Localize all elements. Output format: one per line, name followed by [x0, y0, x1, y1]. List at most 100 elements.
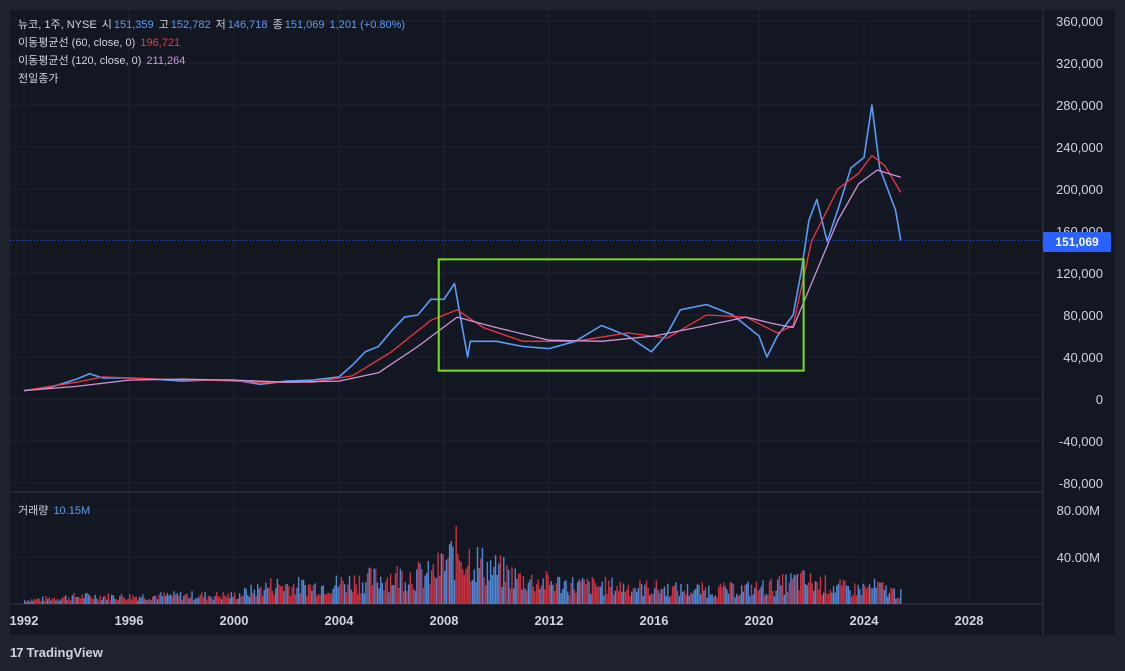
- volume-bar: [777, 579, 779, 604]
- volume-bar: [99, 595, 101, 604]
- volume-bar: [384, 581, 387, 604]
- volume-bar: [489, 560, 492, 604]
- volume-bar: [540, 585, 543, 604]
- volume-bar: [837, 583, 840, 604]
- ma120-legend[interactable]: 이동평균선 (120, close, 0) 211,264: [18, 52, 187, 68]
- volume-bar: [519, 572, 521, 604]
- volume-bar: [740, 585, 743, 604]
- volume-bar: [655, 580, 658, 604]
- volume-bar: [532, 586, 534, 604]
- volume-bar: [45, 596, 47, 604]
- volume-bar: [745, 583, 748, 604]
- gridlines: [10, 10, 1043, 604]
- volume-bar: [412, 588, 415, 604]
- volume-bar: [873, 578, 876, 604]
- volume-bar: [440, 553, 443, 604]
- volume-bar: [821, 595, 823, 604]
- volume-bar: [302, 579, 305, 604]
- volume-bar: [138, 596, 141, 604]
- volume-bar: [621, 591, 623, 604]
- close-value: 151,069: [284, 19, 325, 31]
- volume-bar: [66, 599, 69, 604]
- volume-bar: [673, 585, 676, 604]
- volume-bar: [396, 566, 398, 604]
- volume-bar: [504, 581, 507, 604]
- volume-bar: [494, 555, 497, 604]
- volume-bar: [601, 581, 603, 604]
- volume-bar: [357, 594, 359, 604]
- ma60-legend[interactable]: 이동평균선 (60, close, 0) 196,721: [18, 34, 182, 50]
- volume-bar: [132, 595, 134, 604]
- volume-bar: [722, 582, 725, 604]
- volume-bar: [184, 594, 187, 604]
- volume-bar: [626, 589, 628, 604]
- volume-bar: [247, 595, 249, 604]
- open-value: 151,359: [113, 19, 154, 31]
- volume-bar: [61, 597, 64, 604]
- volume-bar: [329, 593, 331, 604]
- volume-bar: [371, 585, 374, 604]
- volume-bar: [814, 581, 817, 604]
- prev-close-legend[interactable]: 전일종가: [18, 70, 60, 86]
- volume-bar: [603, 595, 605, 604]
- volume-bar: [593, 579, 595, 604]
- volume-bar: [562, 589, 564, 604]
- volume-bar: [268, 587, 270, 604]
- highlight-box: [437, 258, 805, 372]
- volume-bar: [458, 560, 461, 604]
- volume-bar: [102, 596, 105, 604]
- volume-bar: [736, 593, 738, 604]
- volume-bar: [553, 591, 556, 604]
- volume-bar: [206, 599, 208, 604]
- volume-bar: [240, 596, 242, 604]
- volume-bar: [450, 540, 452, 604]
- volume-bar: [448, 544, 451, 604]
- volume-bar: [649, 595, 651, 604]
- volume-bar: [137, 600, 139, 604]
- volume-bar: [192, 599, 195, 604]
- volume-bar: [583, 579, 585, 604]
- volume-bar: [539, 588, 541, 604]
- volume-bar: [473, 569, 475, 604]
- volume-bar: [808, 582, 810, 604]
- volume-bar: [63, 596, 65, 604]
- volume-bar: [215, 591, 218, 604]
- volume-bar: [747, 581, 749, 604]
- volume-bar: [703, 590, 705, 604]
- volume-bar: [786, 591, 789, 604]
- volume-bar: [868, 584, 871, 604]
- volume-bar: [803, 570, 805, 604]
- volume-bar: [865, 588, 868, 604]
- volume-bar: [204, 591, 206, 604]
- volume-bar: [283, 590, 285, 604]
- volume-bar: [650, 593, 653, 604]
- volume-bar: [744, 584, 746, 604]
- volume-bar: [416, 569, 418, 604]
- volume-bar: [693, 590, 695, 604]
- volume-bar: [368, 567, 370, 604]
- volume-bar: [819, 576, 822, 604]
- price-tick-label: 280,000: [1056, 98, 1103, 113]
- symbol-name[interactable]: 뉴코, 1주, NYSE: [18, 19, 97, 31]
- volume-bar: [571, 577, 574, 604]
- volume-bar: [248, 596, 251, 604]
- volume-bar: [445, 559, 448, 604]
- volume-bar: [86, 592, 88, 604]
- volume-bar: [793, 574, 795, 604]
- volume-legend[interactable]: 거래량 10.15M: [18, 502, 92, 518]
- volume-bar: [107, 593, 110, 604]
- volume-bar: [334, 585, 336, 604]
- volume-bar: [731, 582, 733, 604]
- volume-bar: [844, 581, 846, 604]
- volume-bar: [147, 599, 149, 604]
- tradingview-logo[interactable]: 17 TradingView: [10, 645, 103, 660]
- volume-bar: [537, 579, 539, 604]
- volume-bar: [389, 573, 392, 604]
- volume-bar: [388, 592, 390, 604]
- price-tick-label: 120,000: [1056, 266, 1103, 281]
- volume-bar: [827, 593, 830, 604]
- volume-bar: [491, 575, 493, 604]
- volume-bar: [260, 586, 262, 604]
- volume-bar: [658, 593, 661, 604]
